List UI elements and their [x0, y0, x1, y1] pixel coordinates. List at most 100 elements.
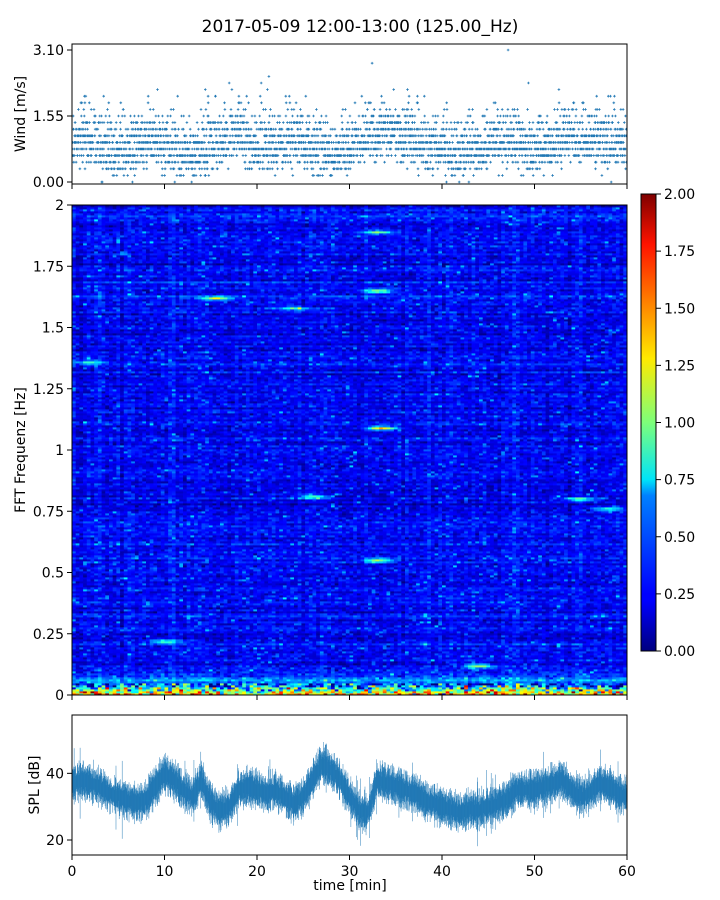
spectrogram-cell — [97, 451, 102, 454]
spectrogram-cell — [90, 363, 95, 366]
spectrogram-cell — [75, 231, 80, 234]
spectrogram-cell — [94, 497, 99, 500]
spectrogram-cell — [94, 465, 99, 468]
spectrogram-cell — [86, 685, 91, 688]
spectrogram-cell — [83, 551, 88, 554]
spectrogram-cell — [79, 335, 84, 338]
spectrogram-cell — [90, 511, 95, 514]
spectrogram-cell — [75, 469, 80, 472]
spectrogram-cell — [90, 595, 95, 598]
spectrogram-cell — [94, 399, 99, 402]
spectrogram-cell — [90, 657, 95, 660]
wind-x-ticks — [71, 184, 628, 189]
spectrogram-cell — [94, 343, 99, 346]
spectrogram-cell — [72, 209, 77, 212]
spectrogram-cell — [75, 495, 80, 498]
spectrogram-cell — [75, 239, 80, 242]
spectrogram-cell — [72, 259, 77, 262]
spectrogram-cell — [94, 215, 99, 218]
spectrogram-cell — [97, 665, 102, 668]
spectrogram-cell — [94, 205, 99, 208]
spectrogram-cell — [90, 313, 95, 316]
spectrogram-cell — [86, 661, 91, 664]
spectrogram-cell — [79, 427, 84, 430]
spectrogram-cell — [90, 287, 95, 290]
spectrogram-cell — [86, 243, 91, 246]
spectrogram-cell — [86, 517, 91, 520]
spectrogram-cell — [90, 405, 95, 408]
spectrogram-cell — [72, 539, 77, 542]
spectrogram-cell — [86, 457, 91, 460]
spectrogram-cell — [101, 633, 106, 636]
spectrogram-cell — [83, 233, 88, 236]
spectrogram-cell — [86, 589, 91, 592]
spectrogram-cell — [94, 631, 99, 634]
spectrogram-cell — [72, 481, 77, 484]
spectrogram-cell — [97, 337, 102, 340]
spectrogram-cell — [86, 271, 91, 274]
spectrogram-cell — [97, 613, 102, 616]
spectrogram-cell — [97, 271, 102, 274]
spectrogram-cell — [97, 419, 102, 422]
spectrogram-cell — [75, 279, 80, 282]
spectrogram-cell — [75, 237, 80, 240]
spectrogram-cell — [94, 549, 99, 552]
spectrogram-cell — [90, 625, 95, 628]
spectrogram-cell — [86, 533, 91, 536]
spectrogram-cell — [97, 347, 102, 350]
spectrogram-cell — [90, 423, 95, 426]
spectrogram-cell — [94, 437, 99, 440]
spectrogram-cell — [90, 465, 95, 468]
spectrogram-cell — [83, 269, 88, 272]
spectrogram-cell — [75, 547, 80, 550]
spectrogram-cell — [86, 373, 91, 376]
spectrogram-cell — [83, 465, 88, 468]
spectrogram-cell — [83, 347, 88, 350]
spectrogram-cell — [86, 547, 91, 550]
spectrogram-cell — [97, 433, 102, 436]
spectrogram-cell — [79, 221, 84, 224]
spectrogram-cell — [79, 395, 84, 398]
spectrogram-cell — [97, 605, 102, 608]
spectrogram-cell — [79, 645, 84, 648]
spectrogram-cell — [101, 627, 106, 630]
spectrogram-cell — [83, 443, 88, 446]
spectrogram-cell — [72, 663, 77, 666]
spectrogram-cell — [94, 207, 99, 210]
spectrogram-cell — [86, 483, 91, 486]
spectrogram-cell — [90, 593, 95, 596]
spectrogram-cell — [72, 419, 77, 422]
wind-y-tick-label: 1.55 — [33, 109, 64, 125]
spectrogram-cell — [94, 507, 99, 510]
spectrogram-cell — [90, 505, 95, 508]
spectrogram-cell — [83, 459, 88, 462]
spectrogram-cell — [83, 441, 88, 444]
spectrogram-cell — [90, 247, 95, 250]
spectrogram-cell — [101, 553, 106, 556]
spectrogram-cell — [83, 585, 88, 588]
spectrogram-cell — [86, 689, 91, 692]
spectrogram-cell — [97, 343, 102, 346]
spectrogram-cell — [79, 465, 84, 468]
spectrogram-cell — [86, 287, 91, 290]
spectrogram-cell — [97, 261, 102, 264]
spectrogram-cell — [86, 445, 91, 448]
spectrogram-cell — [72, 289, 77, 292]
spectrogram-cell — [94, 557, 99, 560]
spectrogram-cell — [86, 291, 91, 294]
spectrogram-cell — [90, 515, 95, 518]
spectrogram-cell — [83, 423, 88, 426]
spectrogram-cell — [75, 665, 80, 668]
spectrogram-cell — [94, 445, 99, 448]
spectrogram-cell — [94, 577, 99, 580]
spectrogram-cell — [97, 549, 102, 552]
spectrogram-cell — [86, 565, 91, 568]
spectrogram-cell — [86, 299, 91, 302]
spectrogram-cell — [94, 653, 99, 656]
spectrogram-cell — [86, 393, 91, 396]
spectrogram-cell — [79, 503, 84, 506]
spectrogram-cell — [97, 377, 102, 380]
spectrogram-cell — [94, 425, 99, 428]
spectrogram-cell — [90, 525, 95, 528]
spectrogram-cell — [86, 321, 91, 324]
